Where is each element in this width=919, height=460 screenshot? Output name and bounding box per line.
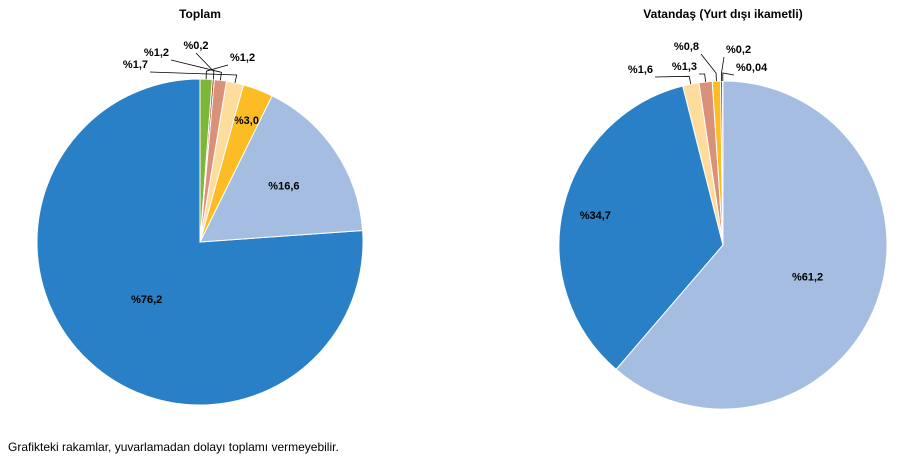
slice-label: %1,6 — [628, 64, 653, 76]
pie-slice — [558, 85, 724, 371]
leader-line — [700, 53, 717, 82]
leader-line — [170, 59, 222, 81]
slice-label: %61,2 — [792, 271, 823, 283]
leader-line — [654, 75, 692, 85]
slice-label: %0,04 — [736, 62, 768, 74]
slice-label: %34,7 — [580, 210, 611, 222]
leader-line — [699, 73, 706, 82]
leader-line — [205, 64, 229, 80]
pie-charts: Toplam%76,2%16,6%3,0%1,7%1,2%0,2%1,2Vata… — [36, 7, 888, 410]
pie-slice — [36, 78, 364, 406]
leader-line — [722, 72, 735, 81]
leader-line — [195, 52, 215, 80]
pie-chart-2: Vatandaş (Yurt dışı ikametli) %61,2 %34,7%… — [558, 7, 888, 410]
leader-line — [721, 56, 725, 82]
slice-label: %1,7 — [123, 59, 148, 71]
slice-label: %3,0 — [234, 115, 259, 127]
slice-label: %16,6 — [268, 181, 299, 193]
chart-title: Toplam — [179, 7, 221, 21]
leader-line — [149, 71, 238, 83]
pie-chart-1: Toplam%76,2%16,6%3,0%1,7%1,2%0,2%1,2 — [36, 7, 364, 406]
slice-label: %1,2 — [230, 52, 255, 64]
slice-label: %1,2 — [144, 47, 169, 59]
footnote: Grafikteki rakamlar, yuvarlamadan dolayı… — [8, 440, 339, 454]
pie-slice — [615, 80, 888, 410]
slice-label: %0,2 — [726, 44, 751, 56]
slice-label: %0,8 — [674, 41, 699, 53]
slice-label: %1,3 — [672, 61, 697, 73]
pie-slice — [199, 95, 364, 243]
pie-slice — [199, 78, 213, 243]
chart-title: Vatandaş (Yurt dışı ikametli) — [643, 7, 802, 21]
slice-label: %0,2 — [183, 40, 208, 52]
slice-label: %76,2 — [131, 294, 162, 306]
